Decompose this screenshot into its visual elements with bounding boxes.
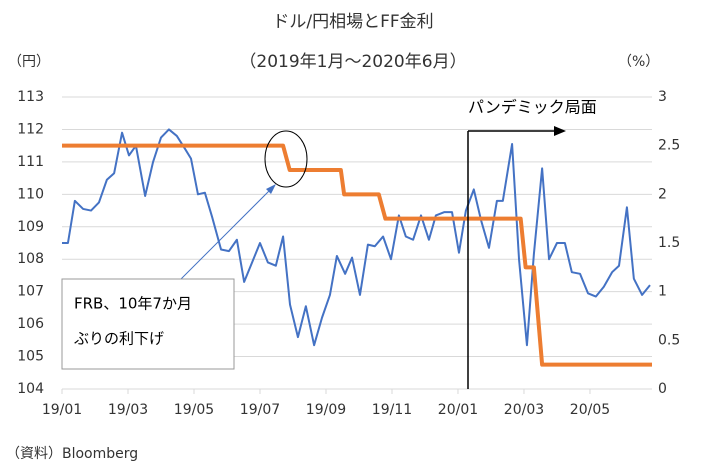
line-series (62, 143, 652, 367)
y2-tick-label: 0 (658, 381, 667, 397)
y-tick-label: 107 (17, 284, 44, 300)
y2-tick-label: 2.5 (658, 138, 680, 154)
chart-title: ドル/円相場とFF金利 (272, 12, 433, 32)
y-tick-label: 105 (17, 349, 44, 365)
line-series (62, 128, 651, 347)
y-tick-label: 112 (17, 121, 44, 137)
y2-tick-label: 2 (658, 186, 667, 202)
x-tick-label: 20/05 (570, 402, 610, 418)
x-tick-label: 19/05 (174, 402, 214, 418)
y-tick-label: 110 (17, 186, 44, 202)
callout-text: FRB、10年7か月 (74, 295, 192, 313)
y2-tick-label: 0.5 (658, 332, 680, 348)
x-tick-label: 19/09 (306, 402, 346, 418)
y2-tick-label: 1 (658, 284, 667, 300)
arrow-head (554, 126, 566, 136)
y2-tick-label: 1.5 (658, 235, 680, 251)
y-tick-label: 109 (17, 219, 44, 235)
y2-tick-label: 3 (658, 89, 667, 105)
y2-axis-label: （%） (618, 54, 659, 70)
x-tick-label: 20/03 (504, 402, 544, 418)
y-tick-label: 108 (17, 251, 44, 267)
x-tick-label: 20/01 (438, 402, 478, 418)
y-tick-label: 113 (17, 89, 44, 105)
y-axis-label: （円） (8, 54, 50, 70)
callout-arrow (179, 189, 271, 281)
x-tick-label: 19/01 (42, 402, 82, 418)
y-tick-label: 104 (17, 381, 44, 397)
frb-annotation: FRB、10年7か月 ぶりの利下げ (61, 130, 308, 370)
pandemic-annotation: パンデミック局面 (467, 98, 597, 389)
highlight-ellipse (264, 130, 308, 188)
y-tick-label: 111 (17, 154, 44, 170)
callout-text: ぶりの利下げ (74, 330, 164, 348)
x-tick-label: 19/03 (108, 402, 148, 418)
plot: 104 105 106 107 108 109 110 111 112 113 0 0.5 1 1.5 2 2… (17, 89, 680, 418)
callout-box (61, 278, 235, 370)
arrow-head (266, 184, 276, 194)
source: （資料）Bloomberg (6, 446, 138, 462)
pandemic-label: パンデミック局面 (468, 98, 597, 117)
x-tick-label: 19/07 (240, 402, 280, 418)
chart-subtitle: （2019年1月～2020年6月） (239, 52, 466, 72)
x-tick-label: 19/11 (372, 402, 412, 418)
y-tick-label: 106 (17, 316, 44, 332)
